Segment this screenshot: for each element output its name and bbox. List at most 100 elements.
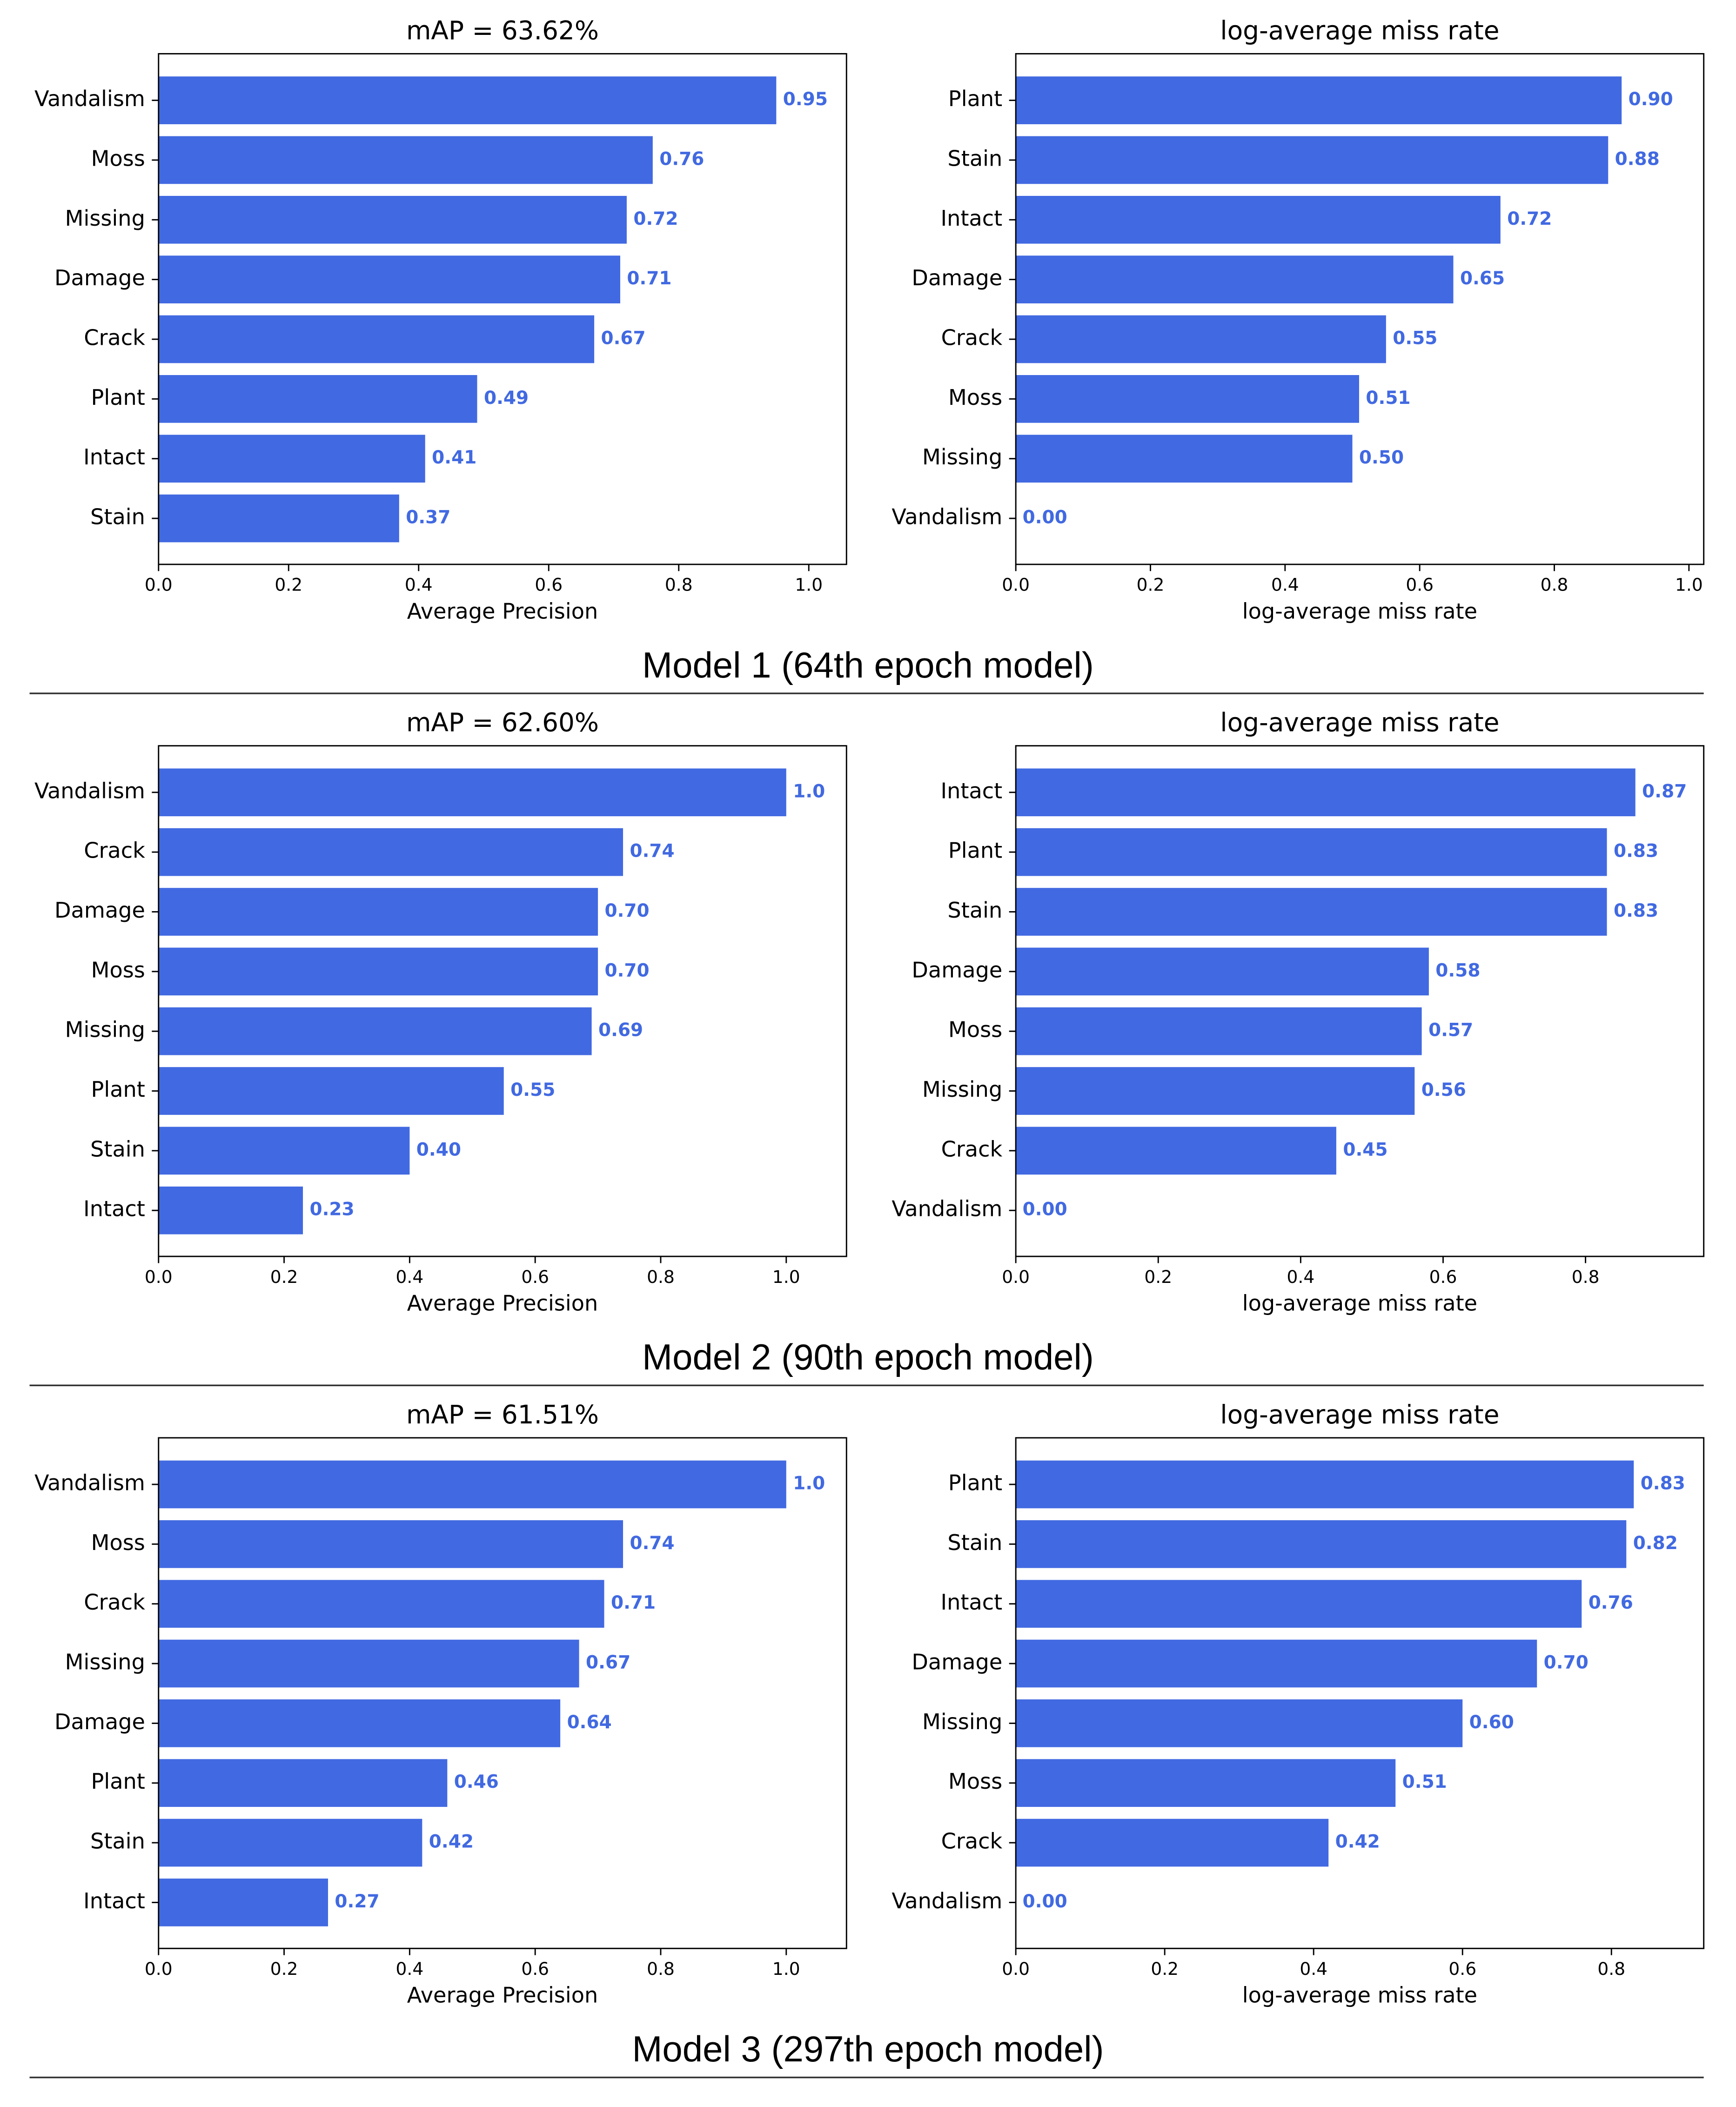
value-label: 0.82 [1633, 1533, 1678, 1554]
category-label: Stain [90, 1136, 145, 1161]
category-label: Plant [948, 1470, 1002, 1496]
x-tick-label: 0.2 [270, 1959, 298, 1979]
category-label: Moss [91, 957, 145, 982]
value-label: 0.83 [1641, 1473, 1685, 1494]
value-label: 0.46 [454, 1771, 499, 1792]
bar [158, 1818, 422, 1867]
bar [158, 375, 477, 423]
category-label: Damage [912, 1650, 1002, 1675]
category-label: Moss [948, 385, 1002, 410]
x-tick-label: 0.2 [1137, 575, 1165, 595]
value-label: 0.71 [611, 1592, 656, 1613]
category-label: Missing [65, 1650, 145, 1675]
axes-frame [1015, 745, 1705, 1257]
category-label: Damage [54, 898, 145, 923]
x-axis-label: log-average miss rate [1242, 1983, 1477, 2008]
x-tick-label: 0.8 [647, 1267, 675, 1287]
category-label: Moss [948, 1769, 1002, 1794]
category-label: Plant [948, 86, 1002, 111]
bar [1016, 435, 1353, 483]
bar [1016, 255, 1454, 303]
category-label: Stain [947, 898, 1002, 923]
value-label: 0.74 [630, 841, 674, 862]
value-label: 0.60 [1469, 1712, 1514, 1733]
bar [158, 1127, 410, 1175]
chart-title: log-average miss rate [1220, 15, 1499, 45]
bar [158, 1520, 623, 1568]
x-axis-label: Average Precision [407, 598, 598, 624]
value-label: 0.95 [783, 89, 828, 110]
bar [1016, 1067, 1415, 1115]
bar [1016, 1759, 1396, 1807]
bar [158, 1007, 592, 1055]
model-caption: Model 3 (297th epoch model) [632, 2028, 1104, 2069]
bar [158, 136, 653, 184]
category-label: Crack [941, 1829, 1003, 1854]
category-label: Vandalism [34, 86, 145, 111]
category-label: Vandalism [34, 1470, 145, 1496]
axes-frame [158, 1437, 847, 1949]
value-label: 0.71 [627, 268, 671, 289]
x-axis-label: log-average miss rate [1242, 1291, 1477, 1316]
value-label: 0.74 [630, 1533, 674, 1554]
value-label: 0.41 [432, 447, 476, 468]
chart-title: mAP = 62.60% [406, 708, 599, 738]
value-label: 0.37 [406, 507, 450, 528]
value-label: 0.83 [1614, 900, 1658, 921]
category-label: Crack [84, 1590, 145, 1615]
x-tick-label: 0.4 [405, 575, 433, 595]
category-label: Plant [91, 1077, 145, 1102]
category-label: Vandalism [891, 1888, 1002, 1913]
category-label: Crack [84, 838, 145, 863]
bar [158, 1699, 561, 1747]
bar [1016, 1460, 1634, 1509]
x-tick-label: 0.6 [1406, 575, 1434, 595]
bar [158, 315, 595, 363]
value-label: 0.65 [1460, 268, 1505, 289]
axes-frame [158, 53, 847, 565]
value-label: 0.72 [633, 208, 678, 229]
value-label: 0.70 [605, 960, 650, 981]
x-tick-label: 0.8 [1541, 575, 1568, 595]
category-label: Missing [922, 1077, 1002, 1102]
category-label: Plant [948, 838, 1002, 863]
x-tick-label: 0.4 [1271, 575, 1299, 595]
bar [1016, 1699, 1463, 1747]
bar [158, 888, 598, 936]
bar [1016, 888, 1607, 936]
x-tick-label: 0.0 [145, 575, 173, 595]
value-label: 0.70 [605, 900, 650, 921]
value-label: 0.00 [1023, 1199, 1067, 1220]
value-label: 0.83 [1614, 841, 1658, 862]
value-label: 0.72 [1507, 208, 1552, 229]
value-label: 0.88 [1615, 148, 1660, 169]
value-label: 1.0 [793, 781, 825, 802]
axes-frame [158, 745, 847, 1257]
value-label: 0.00 [1023, 1891, 1067, 1912]
value-label: 0.76 [1589, 1592, 1633, 1613]
bar [158, 435, 425, 483]
bar [158, 768, 786, 817]
category-label: Missing [65, 206, 145, 231]
category-label: Stain [90, 1829, 145, 1854]
value-label: 0.57 [1428, 1020, 1473, 1041]
category-label: Plant [91, 385, 145, 410]
value-label: 0.40 [416, 1139, 461, 1160]
category-label: Moss [948, 1017, 1002, 1042]
category-label: Missing [922, 444, 1002, 470]
x-tick-label: 0.2 [1144, 1267, 1172, 1287]
bar [1016, 768, 1635, 817]
x-tick-label: 0.4 [396, 1959, 424, 1979]
category-label: Crack [941, 325, 1003, 350]
bar [158, 195, 627, 244]
value-label: 0.49 [484, 388, 529, 409]
category-label: Crack [941, 1136, 1003, 1161]
x-tick-label: 0.2 [270, 1267, 298, 1287]
bar [158, 1759, 448, 1807]
chart-title: mAP = 61.51% [406, 1400, 599, 1429]
axes-frame [1015, 1437, 1705, 1949]
category-label: Intact [83, 1888, 145, 1913]
bar [158, 1067, 504, 1115]
bar [1016, 195, 1501, 244]
